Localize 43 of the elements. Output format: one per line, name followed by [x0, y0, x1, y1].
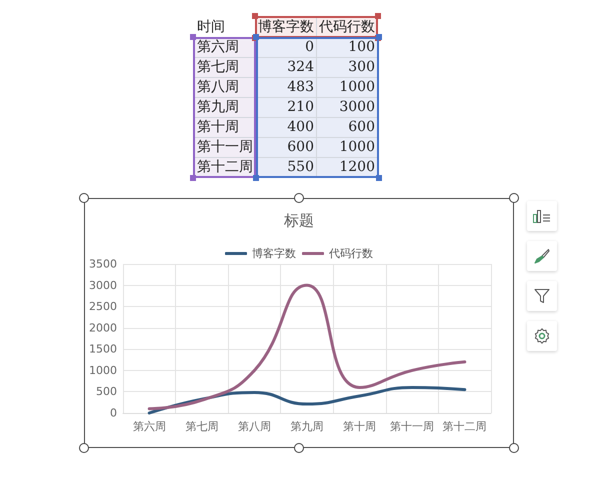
line-series	[148, 284, 466, 410]
data-label: 600	[256, 138, 317, 158]
series-label: 博客字数	[256, 18, 317, 38]
category-label: 第十二周	[195, 158, 256, 178]
y-tick-label: 2500	[89, 300, 117, 314]
category-label: 第七周	[195, 58, 256, 78]
data-label: 0	[256, 38, 317, 58]
x-tick-label: 第六周	[132, 420, 166, 433]
y-tick-label: 0	[110, 406, 117, 420]
chart-title: 标题	[283, 212, 314, 230]
x-tick-label: 第八周	[238, 420, 271, 433]
y-tick-label: 3000	[89, 278, 117, 292]
y-tick-label: 3500	[89, 258, 117, 270]
y-tick-label: 2000	[89, 321, 117, 334]
data-label: 1000	[317, 78, 378, 98]
data-label: 400	[256, 118, 317, 138]
category-label: 第八周	[195, 78, 256, 98]
x-tick-label: 第七周	[185, 420, 218, 433]
y-tick-label: 1500	[89, 342, 117, 356]
data-label: 1200	[317, 158, 378, 178]
data-label: 210	[256, 98, 317, 118]
data-label: 300	[317, 58, 378, 78]
data-label: 3000	[317, 98, 378, 118]
data-label: 100	[317, 38, 378, 58]
data-label: 550	[256, 158, 317, 178]
category-label: 第十周	[195, 118, 256, 138]
x-tick-label: 第十一周	[390, 420, 434, 433]
data-label: 1000	[317, 138, 378, 158]
category-label: 第十一周	[195, 138, 256, 158]
data-label: 483	[256, 78, 317, 98]
legend-label: 博客字数	[252, 247, 296, 260]
text: 时间	[195, 18, 256, 38]
x-tick-label: 第九周	[290, 420, 324, 433]
data-label: 600	[317, 118, 378, 138]
category-label: 第九周	[195, 98, 256, 118]
data-label: 324	[256, 58, 317, 78]
x-tick-label: 第十周	[343, 420, 376, 433]
legend-label: 代码行数	[317, 18, 378, 38]
x-tick-label: 第十二周	[442, 420, 487, 433]
y-tick-label: 1000	[89, 364, 117, 377]
category-label: 第六周	[195, 38, 256, 58]
y-tick-label: 500	[96, 385, 117, 398]
legend-label: 代码行数	[328, 247, 373, 260]
